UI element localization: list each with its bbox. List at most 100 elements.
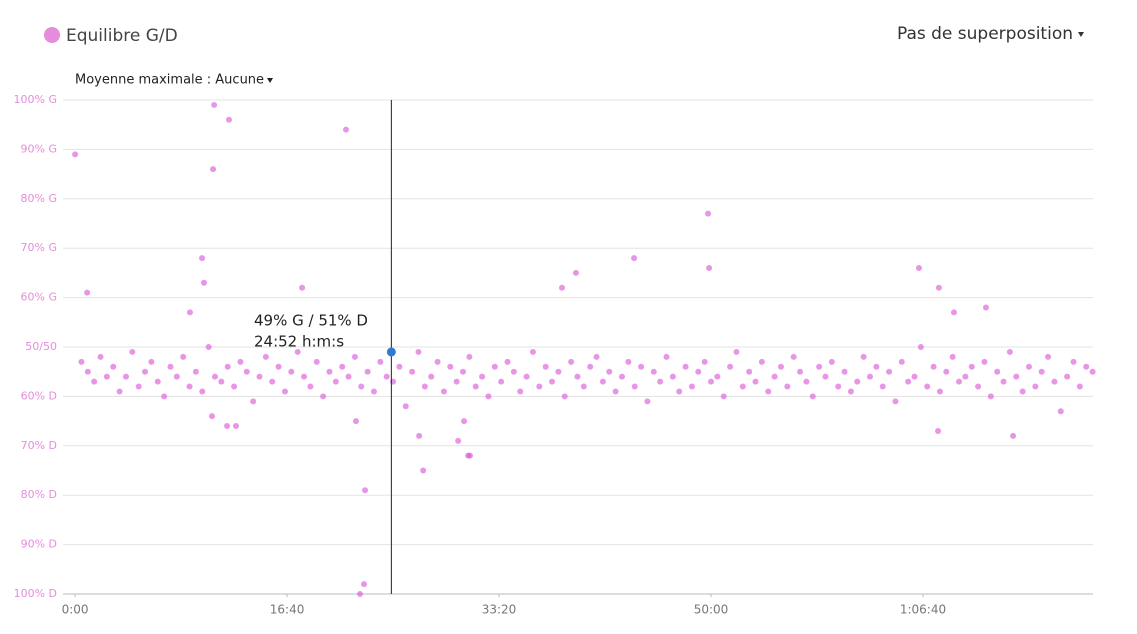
point bbox=[356, 591, 363, 597]
point bbox=[294, 348, 301, 355]
point bbox=[209, 413, 216, 420]
point bbox=[854, 378, 861, 385]
y-tick-label: 60% D bbox=[21, 389, 57, 402]
point bbox=[256, 373, 263, 380]
point bbox=[1045, 353, 1052, 360]
point bbox=[752, 378, 759, 385]
point bbox=[1010, 432, 1017, 439]
point bbox=[898, 358, 905, 365]
overlay-dropdown[interactable]: Pas de superposition bbox=[897, 24, 1073, 44]
point bbox=[224, 363, 231, 370]
point bbox=[225, 116, 232, 123]
point bbox=[339, 363, 346, 370]
point bbox=[835, 383, 842, 390]
point bbox=[580, 383, 587, 390]
point bbox=[676, 388, 683, 395]
point bbox=[129, 348, 136, 355]
point bbox=[345, 373, 352, 380]
point bbox=[950, 309, 957, 316]
point bbox=[706, 264, 713, 271]
point bbox=[765, 388, 772, 395]
point bbox=[428, 373, 435, 380]
point bbox=[987, 393, 994, 400]
point bbox=[822, 373, 829, 380]
point bbox=[415, 348, 422, 355]
point bbox=[982, 304, 989, 311]
point bbox=[657, 378, 664, 385]
point bbox=[1057, 408, 1064, 415]
point bbox=[122, 373, 129, 380]
y-tick-label: 50/50 bbox=[25, 340, 57, 353]
point bbox=[1089, 368, 1096, 375]
y-tick-label: 70% D bbox=[21, 439, 57, 452]
point bbox=[361, 581, 368, 588]
point bbox=[873, 363, 880, 370]
point bbox=[460, 368, 467, 375]
point bbox=[301, 373, 308, 380]
point bbox=[180, 353, 187, 360]
point bbox=[771, 373, 778, 380]
point bbox=[440, 388, 447, 395]
point bbox=[218, 378, 225, 385]
point bbox=[886, 368, 893, 375]
y-tick-label: 100% G bbox=[14, 93, 57, 106]
point bbox=[860, 353, 867, 360]
point bbox=[688, 383, 695, 390]
point bbox=[536, 383, 543, 390]
point bbox=[663, 353, 670, 360]
point bbox=[199, 388, 206, 395]
point bbox=[167, 363, 174, 370]
point bbox=[78, 358, 85, 365]
point bbox=[809, 393, 816, 400]
point bbox=[935, 284, 942, 291]
y-tick-label: 80% G bbox=[21, 192, 57, 205]
point bbox=[572, 269, 579, 276]
point bbox=[1083, 363, 1090, 370]
point bbox=[91, 378, 98, 385]
point bbox=[784, 383, 791, 390]
point bbox=[1032, 383, 1039, 390]
point bbox=[631, 383, 638, 390]
point bbox=[262, 353, 269, 360]
point bbox=[269, 378, 276, 385]
point bbox=[491, 363, 498, 370]
y-tick-label: 90% G bbox=[21, 142, 57, 155]
point bbox=[97, 353, 104, 360]
point bbox=[790, 353, 797, 360]
point bbox=[720, 393, 727, 400]
point bbox=[313, 358, 320, 365]
dropdown-arrow bbox=[1078, 32, 1084, 37]
point bbox=[644, 398, 651, 405]
average-dropdown[interactable]: Moyenne maximale : Aucune bbox=[75, 73, 264, 88]
point bbox=[186, 383, 193, 390]
point bbox=[606, 368, 613, 375]
y-tick-label: 80% D bbox=[21, 488, 57, 501]
point bbox=[479, 373, 486, 380]
point bbox=[981, 358, 988, 365]
point bbox=[758, 358, 765, 365]
point bbox=[142, 368, 149, 375]
point bbox=[701, 358, 708, 365]
point bbox=[351, 353, 358, 360]
point bbox=[210, 166, 217, 173]
point bbox=[949, 353, 956, 360]
point bbox=[866, 373, 873, 380]
point bbox=[250, 398, 257, 405]
point bbox=[727, 363, 734, 370]
point bbox=[555, 368, 562, 375]
point bbox=[161, 393, 168, 400]
point bbox=[377, 358, 384, 365]
point bbox=[558, 284, 565, 291]
point bbox=[956, 378, 963, 385]
point bbox=[72, 151, 79, 158]
point bbox=[574, 373, 581, 380]
point bbox=[362, 487, 369, 494]
point bbox=[777, 363, 784, 370]
point bbox=[962, 373, 969, 380]
point bbox=[587, 363, 594, 370]
point bbox=[1019, 388, 1026, 395]
point bbox=[708, 378, 715, 385]
point bbox=[695, 368, 702, 375]
point bbox=[342, 126, 349, 133]
point bbox=[409, 368, 416, 375]
